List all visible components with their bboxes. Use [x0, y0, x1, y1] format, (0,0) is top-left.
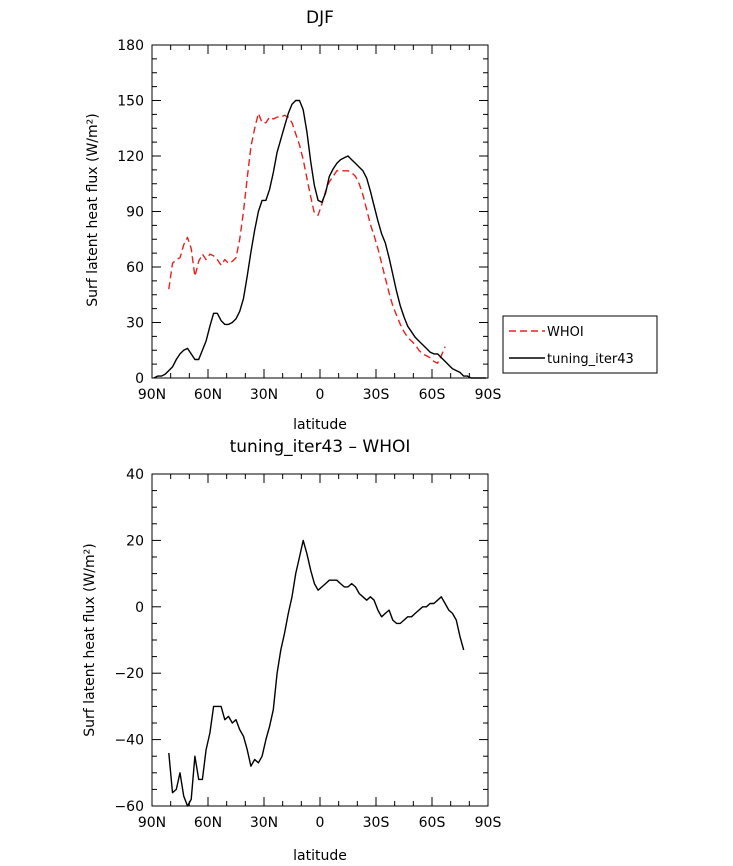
legend-label-whoi: WHOI — [547, 325, 584, 340]
series-line-top-tuning-iter43 — [153, 99, 487, 379]
x-tick-label: 30N — [250, 815, 278, 831]
x-tick-label: 30S — [363, 815, 390, 831]
y-tick-label: −40 — [114, 733, 144, 749]
y-tick-label: −60 — [114, 799, 144, 815]
x-axis-title-bottom: latitude — [293, 848, 347, 864]
chart-title-bottom: tuning_iter43 – WHOI — [230, 437, 411, 457]
series-line-top-whoi — [168, 112, 446, 364]
y-tick-label: 120 — [117, 149, 144, 165]
y-tick-label: 20 — [126, 533, 144, 549]
y-tick-labels-top: 0 30 60 90 120 150 180 — [117, 38, 144, 387]
chart-title-top: DJF — [306, 8, 334, 28]
x-tick-labels-top: 90N 60N 30N 0 30S 60S 90S — [138, 387, 502, 403]
legend-label-tuning: tuning_iter43 — [547, 352, 634, 367]
x-tick-label: 90N — [138, 387, 166, 403]
y-tick-labels-bottom: −60 −40 −20 0 20 40 — [114, 467, 144, 815]
y-tick-label: −20 — [114, 666, 144, 682]
series-bottom — [168, 539, 465, 807]
legend: WHOI tuning_iter43 — [502, 315, 658, 374]
series-line-bottom-difference — [168, 539, 465, 807]
x-tick-label: 90S — [475, 815, 502, 831]
y-axis-title-bottom: Surf latent heat flux (W/m²) — [82, 543, 98, 736]
plot-frame-top — [151, 44, 489, 379]
series-top — [153, 99, 487, 379]
panel-bottom: tuning_iter43 – WHOI −60 −40 −20 0 20 40 90N 6… — [82, 437, 501, 864]
legend-box — [502, 315, 658, 374]
y-tick-label: 60 — [126, 260, 144, 276]
y-axis-title-top: Surf latent heat flux (W/m²) — [85, 113, 101, 306]
x-tick-label: 60S — [419, 387, 446, 403]
x-tick-label: 90S — [475, 387, 502, 403]
x-tick-label: 60N — [194, 387, 222, 403]
y-tick-label: 180 — [117, 38, 144, 54]
x-tick-label: 60N — [194, 815, 222, 831]
x-tick-label: 90N — [138, 815, 166, 831]
y-tick-label: 30 — [126, 316, 144, 332]
panel-top: DJF 0 30 60 90 120 150 180 90N 60N 30N 0 30S 60S 90S… — [85, 8, 658, 433]
ticks-bottom — [151, 473, 489, 807]
x-tick-label: 30N — [250, 387, 278, 403]
y-tick-label: 90 — [126, 205, 144, 221]
plot-frame-bottom — [151, 473, 489, 807]
x-tick-label: 30S — [363, 387, 390, 403]
x-tick-label: 0 — [316, 815, 325, 831]
x-axis-title-top: latitude — [293, 417, 347, 433]
y-tick-label: 0 — [135, 371, 144, 387]
x-tick-labels-bottom: 90N 60N 30N 0 30S 60S 90S — [138, 815, 502, 831]
y-tick-label: 40 — [126, 467, 144, 483]
x-tick-label: 0 — [316, 387, 325, 403]
x-tick-label: 60S — [419, 815, 446, 831]
y-tick-label: 150 — [117, 94, 144, 110]
y-tick-label: 0 — [135, 600, 144, 616]
